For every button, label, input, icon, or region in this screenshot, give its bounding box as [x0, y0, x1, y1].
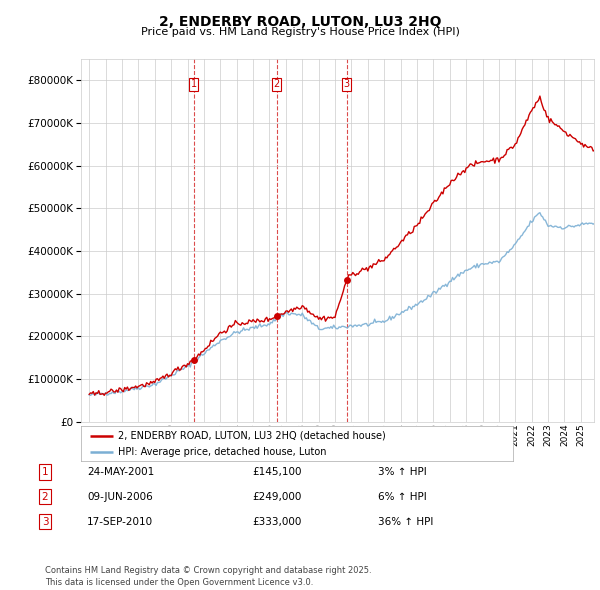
Text: 1: 1	[41, 467, 49, 477]
Text: Contains HM Land Registry data © Crown copyright and database right 2025.
This d: Contains HM Land Registry data © Crown c…	[45, 566, 371, 587]
Text: 3: 3	[344, 80, 350, 90]
Text: Price paid vs. HM Land Registry's House Price Index (HPI): Price paid vs. HM Land Registry's House …	[140, 27, 460, 37]
Text: 36% ↑ HPI: 36% ↑ HPI	[378, 517, 433, 526]
Text: 17-SEP-2010: 17-SEP-2010	[87, 517, 153, 526]
Text: 09-JUN-2006: 09-JUN-2006	[87, 492, 153, 502]
Text: HPI: Average price, detached house, Luton: HPI: Average price, detached house, Luto…	[118, 447, 326, 457]
Text: 2, ENDERBY ROAD, LUTON, LU3 2HQ: 2, ENDERBY ROAD, LUTON, LU3 2HQ	[159, 15, 441, 30]
Text: 2: 2	[41, 492, 49, 502]
Text: £145,100: £145,100	[252, 467, 302, 477]
Text: 6% ↑ HPI: 6% ↑ HPI	[378, 492, 427, 502]
Text: 24-MAY-2001: 24-MAY-2001	[87, 467, 154, 477]
Text: 2: 2	[274, 80, 280, 90]
Text: 1: 1	[191, 80, 197, 90]
Text: 3: 3	[41, 517, 49, 526]
Text: 2, ENDERBY ROAD, LUTON, LU3 2HQ (detached house): 2, ENDERBY ROAD, LUTON, LU3 2HQ (detache…	[118, 431, 385, 441]
Text: £333,000: £333,000	[252, 517, 301, 526]
Text: £249,000: £249,000	[252, 492, 301, 502]
Text: 3% ↑ HPI: 3% ↑ HPI	[378, 467, 427, 477]
